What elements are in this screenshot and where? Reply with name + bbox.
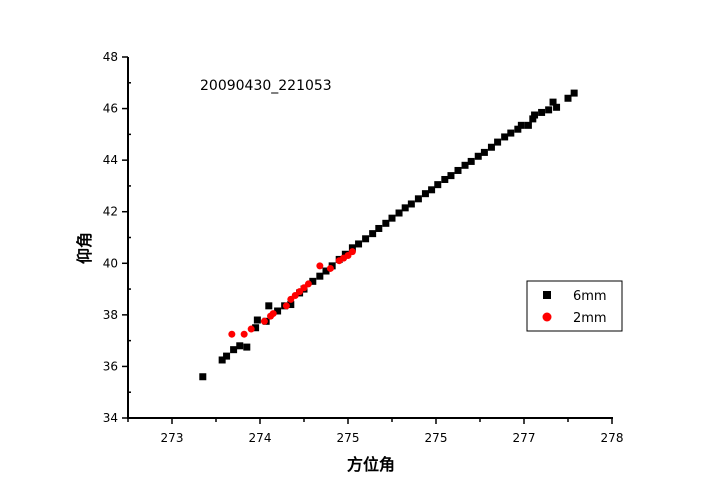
y-tick-label: 36 bbox=[103, 359, 118, 373]
data-point bbox=[421, 190, 429, 198]
data-point bbox=[494, 138, 502, 146]
x-tick-label: 273 bbox=[161, 431, 184, 445]
data-point bbox=[223, 352, 231, 360]
data-point bbox=[260, 317, 268, 325]
data-point bbox=[428, 186, 436, 194]
data-point bbox=[230, 346, 238, 354]
data-point bbox=[388, 214, 396, 222]
plot-area bbox=[199, 89, 578, 381]
x-tick-label: 274 bbox=[249, 431, 272, 445]
data-point bbox=[218, 356, 226, 364]
data-point bbox=[545, 106, 553, 114]
data-point bbox=[348, 248, 356, 256]
y-tick-label: 40 bbox=[103, 256, 118, 270]
data-point bbox=[487, 143, 495, 151]
x-axis-ticks: 273 274 275 275 277 278 bbox=[127, 418, 624, 445]
data-point bbox=[474, 152, 482, 160]
data-point bbox=[287, 301, 295, 309]
series-2mm bbox=[228, 248, 356, 338]
y-axis-title: 仰角 bbox=[75, 232, 94, 264]
data-point bbox=[538, 108, 546, 116]
data-point bbox=[326, 264, 334, 272]
legend-label-6mm: 6mm bbox=[573, 289, 607, 304]
data-point bbox=[274, 307, 282, 315]
data-point bbox=[369, 230, 377, 238]
data-point bbox=[414, 195, 422, 203]
data-point bbox=[529, 115, 537, 123]
y-tick-label: 34 bbox=[103, 411, 118, 425]
chart-annotation: 20090430_221053 bbox=[200, 78, 332, 94]
data-point bbox=[265, 302, 273, 310]
data-point bbox=[348, 244, 356, 252]
data-point bbox=[316, 272, 324, 280]
data-point bbox=[322, 267, 330, 275]
data-point bbox=[240, 330, 248, 338]
data-point bbox=[401, 204, 409, 212]
data-point bbox=[382, 219, 390, 227]
legend-label-2mm: 2mm bbox=[573, 311, 607, 326]
data-point bbox=[316, 262, 324, 270]
y-tick-label: 46 bbox=[103, 102, 118, 116]
data-point bbox=[549, 98, 557, 106]
data-point bbox=[252, 324, 260, 332]
data-point bbox=[517, 121, 525, 129]
y-tick-label: 38 bbox=[103, 308, 118, 322]
data-point bbox=[253, 316, 261, 324]
data-point bbox=[304, 280, 312, 288]
data-point bbox=[507, 129, 515, 137]
y-axis-ticks: 34 36 38 40 42 44 46 48 bbox=[103, 50, 131, 425]
x-axis-title: 方位角 bbox=[347, 455, 395, 474]
data-point bbox=[434, 181, 442, 189]
data-point bbox=[441, 175, 449, 183]
x-tick-label: 278 bbox=[601, 431, 624, 445]
x-tick-label: 275 bbox=[337, 431, 360, 445]
data-point bbox=[282, 302, 290, 310]
data-point bbox=[309, 277, 317, 285]
x-tick-label: 275 bbox=[425, 431, 448, 445]
x-tick-label: 277 bbox=[513, 431, 536, 445]
legend-box bbox=[526, 280, 623, 332]
data-point bbox=[355, 240, 363, 248]
data-point bbox=[247, 325, 255, 333]
legend-marker-6mm bbox=[543, 291, 551, 299]
data-point bbox=[407, 200, 415, 208]
data-point bbox=[199, 373, 207, 381]
data-point bbox=[236, 342, 244, 350]
data-point bbox=[514, 125, 522, 133]
data-point bbox=[570, 89, 578, 97]
legend: 6mm 2mm bbox=[526, 280, 623, 332]
data-point bbox=[243, 343, 251, 351]
y-tick-label: 42 bbox=[103, 205, 118, 219]
data-point bbox=[228, 330, 236, 338]
data-point bbox=[467, 157, 475, 165]
y-tick-label: 44 bbox=[103, 153, 118, 167]
data-point bbox=[447, 172, 455, 180]
data-point bbox=[531, 111, 539, 119]
y-tick-label: 48 bbox=[103, 50, 118, 64]
data-point bbox=[564, 94, 572, 102]
data-point bbox=[269, 310, 277, 318]
series-6mm bbox=[199, 89, 578, 381]
data-point bbox=[461, 161, 469, 169]
data-point bbox=[501, 133, 509, 141]
data-point bbox=[454, 166, 462, 174]
data-point bbox=[395, 209, 403, 217]
data-point bbox=[375, 224, 383, 232]
data-point bbox=[480, 148, 488, 156]
data-point bbox=[553, 103, 561, 111]
data-point bbox=[524, 121, 532, 129]
data-point bbox=[362, 235, 370, 243]
legend-marker-2mm bbox=[542, 312, 552, 322]
